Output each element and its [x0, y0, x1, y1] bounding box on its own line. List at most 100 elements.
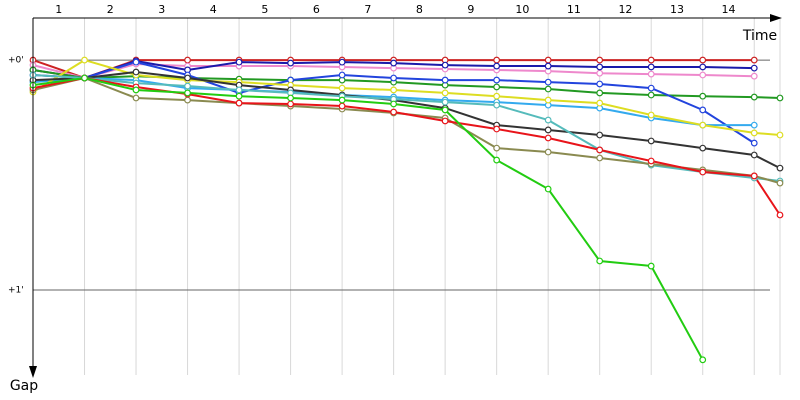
point	[750, 172, 758, 180]
point	[132, 94, 140, 102]
point	[338, 84, 346, 92]
point	[81, 56, 88, 64]
point	[647, 137, 655, 145]
point	[699, 71, 707, 79]
x-tick-label: 6	[313, 3, 320, 16]
x-tick-label: 1	[55, 3, 62, 16]
x-tick-label: 11	[567, 3, 581, 16]
x-tick-label: 2	[107, 3, 114, 16]
point	[441, 76, 449, 84]
point	[699, 63, 707, 71]
x-tick-label: 9	[467, 3, 474, 16]
point	[184, 96, 191, 104]
point	[544, 96, 552, 104]
y-axis-label: Gap	[10, 378, 38, 394]
point	[493, 83, 501, 91]
point	[544, 56, 552, 64]
point	[776, 131, 784, 139]
series-line	[32, 74, 781, 182]
point	[441, 106, 449, 114]
point	[235, 58, 243, 66]
x-axis-label: Time	[742, 28, 777, 44]
point	[750, 93, 758, 101]
point	[493, 125, 501, 133]
y-tick-label: +1'	[8, 285, 24, 295]
point	[596, 63, 604, 71]
series-line	[32, 70, 781, 169]
point	[699, 92, 707, 100]
point	[184, 74, 191, 82]
point	[184, 82, 191, 90]
x-tick-label: 14	[721, 3, 735, 16]
point	[338, 96, 346, 104]
point	[647, 91, 655, 99]
point	[132, 86, 140, 94]
point	[750, 72, 758, 80]
point	[287, 59, 294, 67]
point	[596, 99, 604, 107]
point	[544, 185, 552, 193]
point	[596, 131, 604, 139]
x-tick-label: 8	[416, 3, 423, 16]
point	[132, 68, 140, 76]
point	[750, 129, 758, 137]
x-tick-label: 5	[261, 3, 268, 16]
point	[544, 126, 552, 134]
point	[493, 156, 501, 164]
point	[441, 98, 449, 106]
point	[235, 99, 243, 107]
point	[596, 89, 604, 97]
point	[493, 101, 501, 109]
point	[647, 111, 655, 119]
x-tick-label: 12	[618, 3, 632, 16]
point	[647, 84, 655, 92]
point	[596, 56, 604, 64]
point	[776, 164, 784, 172]
x-arrow	[770, 14, 782, 22]
point	[338, 71, 346, 79]
point	[441, 89, 449, 97]
point	[750, 139, 758, 147]
point	[390, 108, 398, 116]
point	[699, 356, 707, 364]
point	[750, 64, 758, 72]
x-tick-label: 3	[158, 3, 165, 16]
plot	[29, 56, 784, 364]
point	[776, 94, 784, 102]
point	[699, 56, 707, 64]
point	[647, 63, 655, 71]
point	[596, 154, 604, 162]
point	[132, 58, 140, 66]
point	[493, 144, 501, 152]
point	[699, 121, 707, 129]
x-tick-label: 13	[670, 3, 684, 16]
point	[596, 257, 604, 265]
point	[390, 100, 398, 108]
x-tick-label: 4	[210, 3, 217, 16]
point	[647, 70, 655, 78]
point	[81, 74, 88, 82]
point	[750, 121, 758, 129]
point	[390, 74, 398, 82]
point	[596, 146, 604, 154]
point	[390, 59, 398, 67]
point	[776, 179, 784, 187]
point	[287, 94, 294, 102]
point	[750, 151, 758, 159]
point	[493, 62, 501, 70]
point	[235, 86, 243, 94]
y-tick-label: +0'	[8, 56, 24, 66]
point	[390, 86, 398, 94]
series-line	[32, 76, 704, 361]
point	[338, 102, 346, 110]
point	[441, 61, 449, 69]
point	[544, 62, 552, 70]
point	[184, 56, 191, 64]
point	[235, 92, 243, 100]
point	[493, 56, 501, 64]
point	[493, 76, 501, 84]
point	[750, 56, 758, 64]
y-arrow	[29, 366, 37, 378]
point	[699, 144, 707, 152]
